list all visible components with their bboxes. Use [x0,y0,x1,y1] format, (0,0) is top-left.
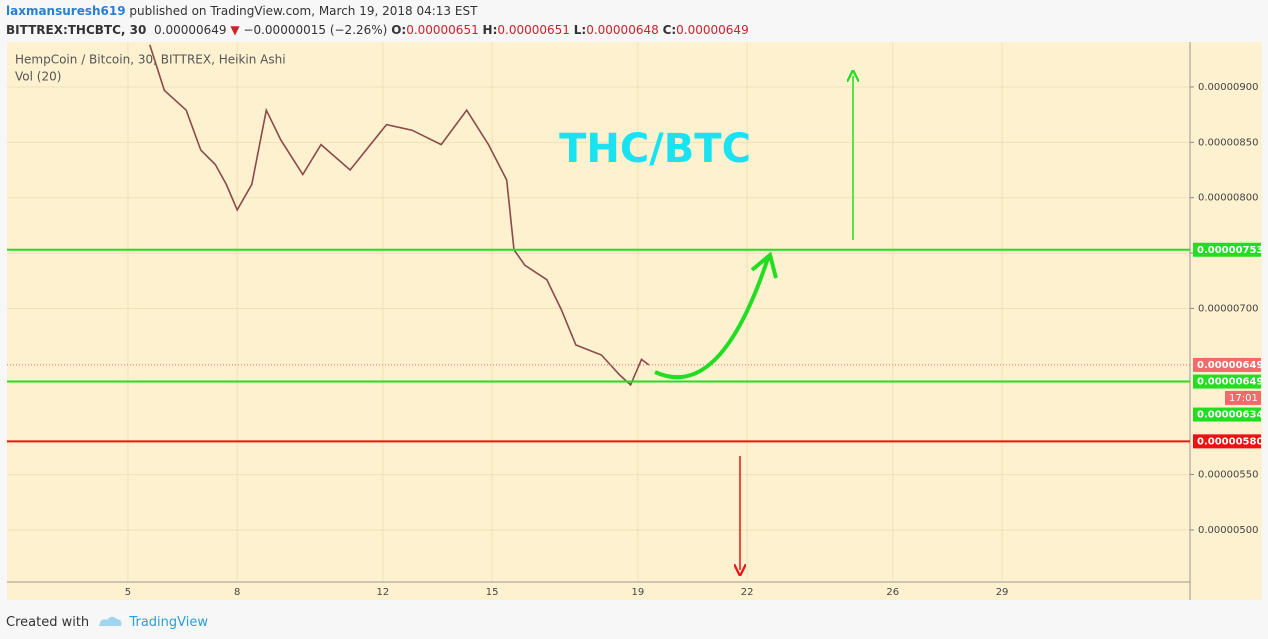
y-tick-label: 0.00000500 [1198,525,1258,536]
down-arrow: ▼ [230,23,240,37]
annotation: THC/BTC [559,126,751,172]
brand[interactable]: TradingView [129,615,208,630]
x-tick-label: 8 [234,587,240,598]
published: published on TradingView.com, March 19, … [129,4,478,18]
y-tick-label: 0.00000550 [1198,470,1258,481]
created-with: Created with [6,615,90,630]
x-tick-label: 22 [741,587,754,598]
level-badge-text: 0.00000580 [1197,436,1263,447]
h-label: H: [482,23,498,37]
close: 0.00000649 [676,23,749,37]
countdown-box [1225,390,1261,405]
x-tick-label: 12 [377,587,390,598]
level-badge-box [1193,407,1261,422]
time-axis [7,582,1190,600]
x-tick-label: 19 [631,587,644,598]
symbol: BITTREX:THCBTC, 30 [6,23,147,37]
low: 0.00000648 [586,23,659,37]
countdown-text: 17:01 [1229,393,1258,404]
chart-subtitle: Vol (20) [15,70,61,84]
change: −0.00000015 (−2.26%) [243,23,388,37]
logo [99,616,122,626]
y-tick-label: 0.00000850 [1198,137,1258,148]
open: 0.00000651 [406,23,479,37]
price-badge: 0.00000649 [1193,357,1263,372]
level-badge-box [1193,242,1261,257]
level-badge-text: 0.00000634 [1197,410,1263,421]
x-tick-label: 26 [886,587,899,598]
countdown: 17:01 [1225,390,1261,405]
level-badge: 0.00000753 [1193,242,1263,257]
price-badge-text: 0.00000649 [1197,360,1263,371]
price-axis [1190,42,1262,600]
level-badge: 0.00000580 [1193,434,1263,449]
footer: Created with TradingView [6,612,208,630]
y-tick-label: 0.00000700 [1198,303,1258,314]
last: 0.00000649 [154,23,227,37]
header: laxmansuresh619 published on TradingView… [6,2,749,40]
x-tick-label: 29 [996,587,1009,598]
curved-arrow-head [750,251,778,279]
l-label: L: [573,23,587,37]
level-badge-box [1193,434,1261,449]
price-line [149,44,650,387]
y-tick-label: 0.00000800 [1198,193,1258,204]
level-badge: 0.00000634 [1193,407,1263,422]
ohlc-line: BITTREX:THCBTC, 30 0.00000649 ▼ −0.00000… [6,21,749,40]
author[interactable]: laxmansuresh619 [6,4,126,18]
price-badge-box [1193,357,1261,372]
c-label: C: [662,23,677,37]
y-tick-label: 0.00000900 [1198,82,1258,93]
x-tick-label: 15 [486,587,499,598]
chart-title: HempCoin / Bitcoin, 30, BITTREX, Heikin … [15,53,286,67]
o-label: O: [391,23,407,37]
level-badge-text: 0.00000753 [1197,245,1263,256]
header-line: laxmansuresh619 published on TradingView… [6,2,749,21]
marker-badge-text: 0.00000649 [1197,377,1263,388]
high: 0.00000651 [497,23,570,37]
curved-arrow [654,257,770,380]
x-tick-label: 5 [125,587,131,598]
plot-area [7,42,1190,582]
marker-badge-box [1193,374,1261,389]
marker-badge: 0.00000649 [1193,374,1263,389]
chart: 0.000005000.000005500.000007000.00000750… [7,42,1263,600]
